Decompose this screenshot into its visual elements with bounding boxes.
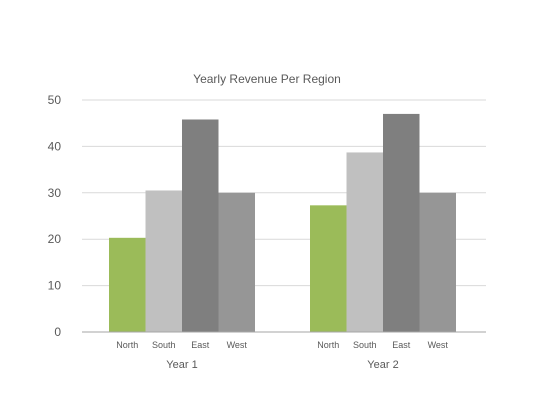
category-label: East (191, 340, 210, 350)
bar-south (346, 152, 383, 332)
category-label: South (353, 340, 377, 350)
y-tick-label: 10 (48, 279, 62, 293)
category-label: East (392, 340, 411, 350)
bar-east (182, 119, 219, 332)
category-label: West (428, 340, 449, 350)
bars (109, 113, 456, 332)
x-axis-labels: North South East West Year 1 North South East We… (116, 340, 448, 371)
bar-west (218, 192, 255, 332)
y-tick-label: 40 (48, 139, 62, 153)
chart-title: Yearly Revenue Per Region (193, 72, 341, 86)
bar-north (109, 237, 146, 332)
y-tick-label: 0 (54, 325, 61, 339)
group-label: Year 1 (166, 359, 197, 371)
y-tick-label: 50 (48, 93, 62, 107)
category-label: North (116, 340, 138, 350)
bar-east (383, 113, 420, 332)
y-tick-label: 20 (48, 232, 62, 246)
y-axis-ticks: 0 10 20 30 40 50 (48, 93, 62, 339)
category-label: West (227, 340, 248, 350)
bar-south (145, 190, 182, 332)
category-label: North (317, 340, 339, 350)
y-tick-label: 30 (48, 186, 62, 200)
group-label: Year 2 (367, 359, 398, 371)
category-label: South (152, 340, 176, 350)
bar-west (419, 192, 456, 332)
bar-north (310, 205, 347, 332)
